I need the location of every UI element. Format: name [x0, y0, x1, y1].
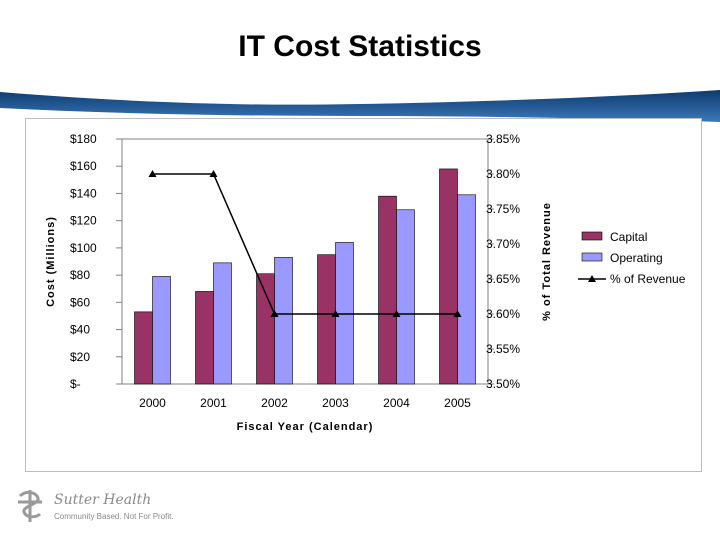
- line-marker-triangle: [331, 310, 340, 317]
- y2-tick-label: 3.60%: [486, 307, 520, 321]
- y-tick-label: $-: [70, 377, 81, 391]
- y2-axis-title: % of Total Revenue: [541, 202, 553, 321]
- x-tick-label: 2000: [139, 396, 166, 410]
- y-tick-label: $180: [70, 132, 97, 146]
- series-line-percent-of-revenue: [152, 173, 458, 315]
- y-tick-label: $60: [70, 295, 90, 309]
- y2-tick-label: 3.50%: [486, 377, 520, 391]
- sutter-health-logo: Sutter Health Community Based. Not For P…: [14, 484, 214, 530]
- logo-name: Sutter Health: [54, 492, 152, 508]
- bar-operating: [274, 257, 293, 385]
- chart-frame: $- $20 $40 $60 $80 $100 $120 $140 $160 $180 3.50% 3…: [25, 118, 702, 472]
- y2-tick-label: 3.65%: [486, 272, 520, 286]
- legend-label: Operating: [610, 251, 663, 265]
- line-marker-triangle: [148, 170, 157, 177]
- x-tick-label: 2003: [322, 396, 349, 410]
- line-marker-triangle: [270, 310, 279, 317]
- y-tick-label: $100: [70, 241, 97, 255]
- y-tick-label: $40: [70, 323, 90, 337]
- bar-operating: [457, 194, 476, 385]
- line-marker-triangle: [453, 310, 462, 317]
- bar-operating: [335, 242, 354, 385]
- legend-swatch: [581, 231, 603, 241]
- bar-capital: [378, 195, 397, 385]
- bar-capital: [134, 311, 153, 385]
- line-marker-triangle: [392, 310, 401, 317]
- bar-operating: [152, 276, 171, 385]
- y2-tick-label: 3.55%: [486, 342, 520, 356]
- bar-capital: [256, 273, 275, 385]
- bar-operating: [213, 262, 232, 385]
- x-tick-label: 2004: [383, 396, 410, 410]
- y-tick-label: $20: [70, 350, 90, 364]
- bar-capital: [195, 291, 214, 385]
- legend-triangle-marker: [588, 275, 596, 282]
- y2-tick-label: 3.85%: [486, 132, 520, 146]
- line-marker-triangle: [209, 170, 218, 177]
- x-tick-label: 2001: [200, 396, 227, 410]
- y2-tick-label: 3.80%: [486, 167, 520, 181]
- sutter-health-emblem-icon: [18, 490, 42, 522]
- legend-label: Capital: [610, 230, 647, 244]
- y-axis-title: Cost (Millions): [45, 216, 57, 307]
- x-tick-label: 2005: [444, 396, 471, 410]
- legend-swatch: [581, 252, 603, 262]
- x-axis-title: Fiscal Year (Calendar): [237, 421, 374, 433]
- x-tick-label: 2002: [261, 396, 288, 410]
- y-tick-label: $120: [70, 214, 97, 228]
- bar-capital: [439, 168, 458, 385]
- bar-capital: [317, 254, 336, 385]
- y2-tick-label: 3.70%: [486, 237, 520, 251]
- slide-title: IT Cost Statistics: [238, 30, 482, 63]
- y-tick-label: $140: [70, 186, 97, 200]
- header-band: [0, 90, 720, 122]
- combo-chart: $- $20 $40 $60 $80 $100 $120 $140 $160 $180 3.50% 3…: [45, 132, 686, 433]
- plot-area: [121, 138, 489, 385]
- y2-tick-label: 3.75%: [486, 202, 520, 216]
- y-tick-label: $160: [70, 159, 97, 173]
- logo-tagline: Community Based. Not For Profit.: [54, 512, 174, 521]
- legend-label: % of Revenue: [610, 272, 686, 286]
- bar-operating: [396, 209, 415, 385]
- y-tick-label: $80: [70, 268, 90, 282]
